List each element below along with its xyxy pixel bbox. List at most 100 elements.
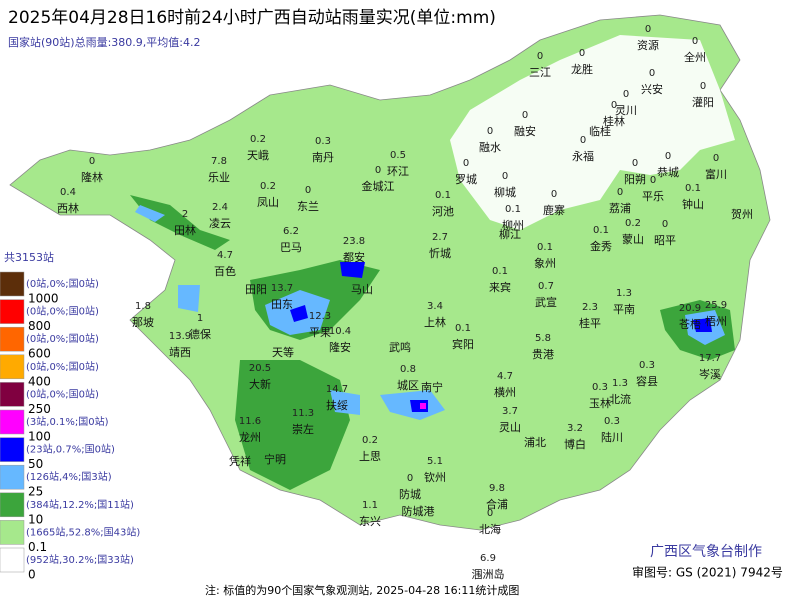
station-name: 玉林 (589, 396, 611, 410)
station-value: 0 (617, 187, 623, 198)
station-value: 0.1 (505, 204, 521, 215)
station-value: 0 (487, 126, 493, 137)
station-name: 巴马 (280, 241, 302, 254)
legend-stat: (0站,0%;国0站) (26, 387, 99, 400)
station-name: 阳朔 (624, 173, 646, 186)
station-name: 崇左 (292, 423, 314, 436)
station-value: 0.3 (604, 416, 620, 427)
station-name: 马山 (351, 283, 373, 296)
station-name: 西林 (57, 201, 79, 215)
station-name: 融安 (514, 124, 536, 138)
legend-threshold: 250 (28, 402, 51, 416)
station-value: 3.2 (567, 423, 583, 434)
legend-swatch (0, 409, 25, 435)
station-value: 0.1 (455, 323, 471, 334)
station-name: 南丹 (312, 151, 334, 164)
station-value: 0 (611, 100, 617, 111)
legend-stat: (1665站,52.8%;国43站) (26, 525, 140, 538)
stations: 三江0龙胜0资源0全州0兴安0灌阳0灵川0桂林0临桂融安0融水0永福0隆林0西林… (57, 24, 753, 581)
station-name: 罗城 (455, 173, 477, 186)
legend-swatch (0, 437, 25, 462)
station-value: 0.5 (390, 150, 406, 161)
station-value: 4.7 (497, 371, 513, 382)
station-name: 兴安 (641, 82, 663, 96)
legend-stat: (384站,12.2%;国11站) (26, 498, 134, 511)
station-name: 资源 (637, 38, 659, 52)
station-value: 0.1 (685, 183, 701, 194)
station-name: 柳州 (502, 218, 524, 232)
legend-swatch (0, 382, 25, 407)
legend-threshold: 400 (28, 374, 51, 388)
station-name: 天等 (272, 345, 294, 359)
station-value: 0 (650, 175, 656, 186)
station-value: 14.7 (326, 384, 348, 395)
legend-threshold: 50 (28, 457, 43, 471)
station-name: 隆安 (329, 340, 351, 354)
station-value: 0 (662, 219, 668, 230)
legend-threshold: 0 (28, 568, 36, 582)
legend-stat: (952站,30.2%;国33站) (26, 553, 134, 566)
station-name: 都安 (343, 250, 365, 264)
station-name: 大新 (249, 377, 271, 391)
station-name: 北流 (609, 392, 631, 406)
station-name: 合浦 (486, 497, 508, 511)
station-value: 0 (89, 156, 95, 167)
station-name: 德保 (189, 327, 211, 341)
footer-note: 注: 标值的为90个国家气象观测站, 2025-04-28 16:11统计成图 (205, 583, 519, 597)
station-value: 9.8 (489, 483, 505, 494)
station-value: 10.4 (329, 326, 351, 337)
legend: (0站,0%;国0站)1000(0站,0%;国0站)800(0站,0%;国0站)… (0, 271, 140, 582)
station-name: 平乐 (642, 190, 664, 203)
station-name: 防城 (399, 487, 421, 501)
station-value: 1.1 (362, 500, 378, 511)
station-name: 上林 (424, 315, 446, 329)
station-value: 20.5 (249, 363, 271, 374)
station-value: 0.1 (435, 190, 451, 201)
station-name: 浦北 (524, 436, 546, 449)
station-name: 金城江 (362, 179, 395, 193)
station-value: 0.4 (60, 187, 76, 198)
station-name: 象州 (534, 257, 556, 270)
station-name: 田东 (271, 298, 293, 311)
station-name: 博白 (564, 437, 586, 451)
station-name: 防城港 (402, 504, 435, 518)
station-value: 0 (692, 36, 698, 47)
station-value: 0 (700, 81, 706, 92)
station-name: 灵川 (615, 104, 637, 117)
station-name: 富川 (705, 167, 727, 181)
station-name: 永福 (572, 149, 594, 163)
station-name: 南宁 (421, 380, 443, 394)
legend-threshold: 100 (28, 430, 51, 444)
legend-swatch (0, 326, 25, 352)
legend-swatch (0, 547, 25, 573)
station-name: 贵港 (532, 348, 554, 361)
map-title: 2025年04月28日16时前24小时广西自动站雨量实况(单位:mm) (8, 8, 496, 28)
station-name: 城区 (397, 379, 419, 392)
station-name: 宾阳 (452, 337, 474, 351)
station-value: 1.3 (616, 288, 632, 299)
station-value: 0 (649, 68, 655, 79)
station-value: 0 (375, 165, 381, 176)
province-shape (9, 14, 771, 531)
station-name: 田林 (174, 223, 196, 237)
station-name: 北海 (479, 522, 501, 536)
legend-swatch (0, 492, 25, 518)
station-value: 6.9 (480, 553, 496, 564)
station-value: 20.9 (679, 303, 701, 314)
station-name: 东兴 (359, 515, 381, 528)
station-name: 全州 (684, 50, 706, 64)
legend-swatch (0, 520, 25, 545)
station-name: 天峨 (247, 149, 269, 162)
station-name: 柳江 (499, 227, 521, 241)
station-value: 0 (579, 48, 585, 59)
station-name: 临桂 (589, 124, 611, 138)
legend-threshold: 800 (28, 319, 51, 333)
station-value: 0 (305, 185, 311, 196)
legend-stat: (3站,0.1%;国0站) (26, 415, 109, 428)
station-value: 0 (502, 171, 508, 182)
station-value: 3.4 (427, 301, 443, 312)
station-value: 12.3 (309, 311, 331, 322)
station-value: 0.3 (592, 382, 608, 393)
station-value: 17.7 (699, 353, 721, 364)
station-value: 0 (713, 153, 719, 164)
